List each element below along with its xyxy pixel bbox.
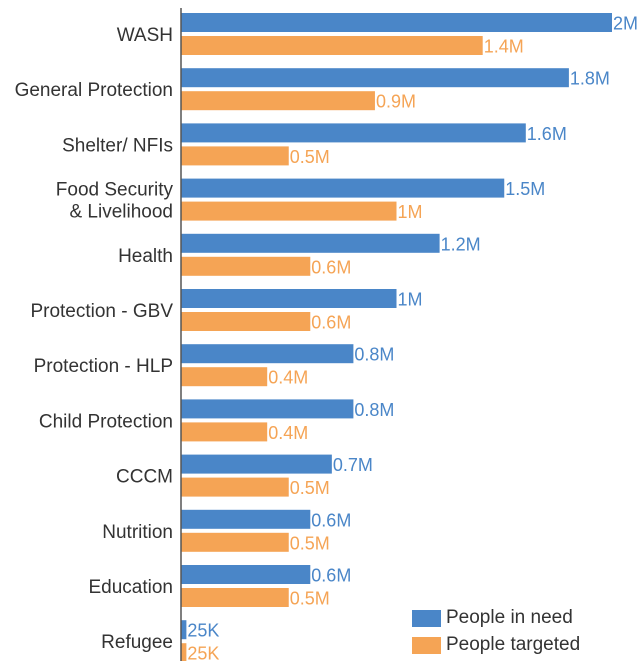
value-label-people-in-need-food-security-livelihood: 1.5M (505, 179, 545, 199)
value-label-people-targeted-child-protection: 0.4M (268, 423, 308, 443)
value-label-people-targeted-shelter-nfis: 0.5M (290, 147, 330, 167)
value-label-people-in-need-refugee: 25K (187, 621, 219, 641)
category-label-nutrition: Nutrition (102, 522, 173, 543)
value-label-people-in-need-nutrition: 0.6M (311, 510, 351, 530)
value-label-people-targeted-wash: 1.4M (484, 37, 524, 57)
value-label-people-targeted-protection-gbv: 0.6M (311, 313, 351, 333)
category-label-cccm: CCCM (116, 467, 173, 488)
value-label-people-in-need-wash: 2M (613, 14, 638, 34)
category-label-general-protection: General Protection (15, 80, 173, 101)
legend-swatch-people-in-need (412, 609, 441, 627)
legend-label-people-targeted: People targeted (446, 634, 581, 655)
bars-layer (181, 13, 612, 661)
category-label-line: CCCM (116, 467, 173, 488)
category-label-line: & Livelihood (69, 202, 173, 223)
category-label-protection-gbv: Protection - GBV (30, 301, 173, 322)
category-label-line: Nutrition (102, 522, 173, 543)
category-label-line: Education (88, 577, 173, 598)
bar-people-in-need-child-protection[interactable] (181, 399, 354, 419)
legend-swatch-people-targeted (412, 636, 441, 654)
bar-people-targeted-wash[interactable] (181, 36, 483, 55)
category-label-line: Refugee (101, 632, 173, 653)
value-label-people-targeted-education: 0.5M (290, 589, 330, 609)
value-label-people-in-need-shelter-nfis: 1.6M (527, 124, 567, 144)
category-label-child-protection: Child Protection (39, 411, 173, 432)
category-label-health: Health (118, 246, 173, 267)
value-label-people-in-need-cccm: 0.7M (333, 455, 373, 475)
bar-people-targeted-protection-gbv[interactable] (181, 312, 311, 331)
value-label-people-targeted-protection-hlp: 0.4M (268, 368, 308, 388)
bar-people-in-need-education[interactable] (181, 565, 311, 584)
bar-people-targeted-food-security-livelihood[interactable] (181, 201, 397, 221)
bar-people-in-need-nutrition[interactable] (181, 509, 311, 529)
bar-people-targeted-refugee[interactable] (181, 643, 187, 661)
value-label-people-targeted-cccm: 0.5M (290, 478, 330, 498)
category-label-line: Health (118, 246, 173, 267)
bar-people-in-need-shelter-nfis[interactable] (181, 123, 526, 143)
category-label-food-security-livelihood: Food Security & Livelihood (56, 180, 174, 223)
value-label-people-in-need-education: 0.6M (311, 566, 351, 586)
bar-people-in-need-protection-hlp[interactable] (181, 344, 354, 364)
value-label-people-in-need-general-protection: 1.8M (570, 69, 610, 89)
category-label-wash: WASH (117, 25, 173, 46)
bar-people-targeted-general-protection[interactable] (181, 91, 375, 111)
bar-people-targeted-shelter-nfis[interactable] (181, 146, 289, 166)
bar-people-in-need-food-security-livelihood[interactable] (181, 178, 505, 198)
category-label-refugee: Refugee (101, 632, 173, 653)
legend-item-people-targeted[interactable]: People targeted (412, 633, 580, 657)
value-label-people-in-need-child-protection: 0.8M (354, 400, 394, 420)
bar-people-targeted-nutrition[interactable] (181, 532, 289, 552)
value-label-people-targeted-general-protection: 0.9M (376, 92, 416, 112)
category-label-line: Child Protection (39, 411, 173, 432)
legend-label-people-in-need: People in need (446, 607, 573, 628)
bar-people-targeted-protection-hlp[interactable] (181, 367, 268, 387)
value-label-people-in-need-protection-gbv: 1M (398, 290, 423, 310)
category-label-shelter-nfis: Shelter/ NFIs (62, 135, 173, 156)
bar-people-in-need-cccm[interactable] (181, 454, 332, 474)
category-label-line: Protection - GBV (30, 301, 173, 322)
category-label-protection-hlp: Protection - HLP (34, 356, 173, 377)
category-label-line: General Protection (15, 80, 173, 101)
value-label-people-targeted-nutrition: 0.5M (290, 533, 330, 553)
value-label-people-in-need-health: 1.2M (441, 234, 481, 254)
legend: People in need People targeted (412, 606, 580, 660)
bar-people-in-need-health[interactable] (181, 233, 440, 253)
category-label-line: WASH (117, 25, 173, 46)
category-label-line: Food Security (56, 180, 174, 201)
bar-people-targeted-cccm[interactable] (181, 477, 289, 497)
value-label-people-targeted-refugee: 25K (187, 644, 219, 661)
labels-layer: 2M 1.4M WASH 1.8M 0.9M General Protection 1.6M… (15, 14, 638, 661)
value-label-people-targeted-food-security-livelihood: 1M (398, 202, 423, 222)
category-label-line: Shelter/ NFIs (62, 135, 173, 156)
bar-people-targeted-child-protection[interactable] (181, 422, 268, 442)
bar-people-in-need-refugee[interactable] (181, 620, 187, 640)
bar-people-in-need-general-protection[interactable] (181, 68, 569, 88)
category-label-line: Protection - HLP (34, 356, 173, 377)
legend-item-people-in-need[interactable]: People in need (412, 606, 580, 630)
bar-people-targeted-health[interactable] (181, 256, 311, 276)
value-label-people-in-need-protection-hlp: 0.8M (354, 345, 394, 365)
bar-people-targeted-education[interactable] (181, 588, 289, 607)
bar-people-in-need-wash[interactable] (181, 13, 612, 32)
category-label-education: Education (88, 577, 173, 598)
value-label-people-targeted-health: 0.6M (311, 257, 351, 277)
bar-people-in-need-protection-gbv[interactable] (181, 289, 397, 308)
